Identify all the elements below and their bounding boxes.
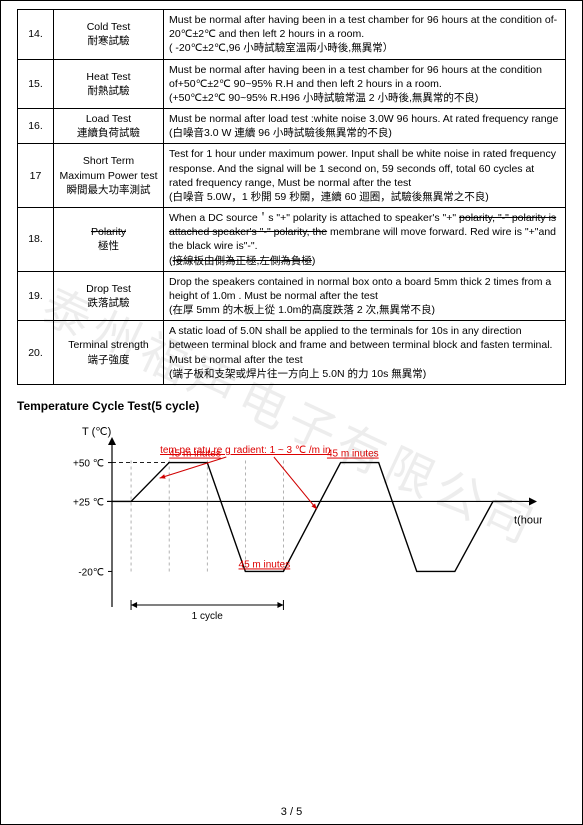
test-description: When a DC source＇s "+" polarity is attac…	[164, 208, 566, 272]
test-name: Drop Test跌落試驗	[54, 271, 164, 321]
test-description: A static load of 5.0N shall be applied t…	[164, 321, 566, 385]
svg-text:-20℃: -20℃	[78, 567, 104, 578]
test-name: Heat Test耐熱試驗	[54, 59, 164, 109]
svg-text:T (℃): T (℃)	[82, 426, 111, 438]
table-row: 19.Drop Test跌落試驗Drop the speakers contai…	[18, 271, 566, 321]
test-name: Cold Test耐寒試驗	[54, 10, 164, 60]
test-description: Must be normal after load test :white no…	[164, 109, 566, 144]
chart-caption: Temperature Cycle Test(5 cycle)	[17, 399, 566, 413]
svg-text:45 m inutes: 45 m inutes	[169, 449, 221, 460]
page: 泰州福声电子有限公司 14.Cold Test耐寒試驗Must be norma…	[0, 0, 583, 825]
row-number: 18.	[18, 208, 54, 272]
table-row: 18.Polarity極性When a DC source＇s "+" pola…	[18, 208, 566, 272]
temperature-cycle-chart: T (℃)t(hour)+50 ℃+25 ℃-20℃1 cycletem pe …	[42, 417, 542, 647]
content-area: 14.Cold Test耐寒試驗Must be normal after hav…	[17, 9, 566, 647]
table-row: 16.Load Test連續負荷試驗Must be normal after l…	[18, 109, 566, 144]
table-row: 17Short Term Maximum Power test瞬間最大功率測試T…	[18, 144, 566, 208]
row-number: 15.	[18, 59, 54, 109]
chart-container: T (℃)t(hour)+50 ℃+25 ℃-20℃1 cycletem pe …	[17, 417, 566, 647]
svg-text:1 cycle: 1 cycle	[191, 611, 223, 622]
svg-text:t(hour): t(hour)	[514, 514, 542, 526]
row-number: 19.	[18, 271, 54, 321]
test-name: Short Term Maximum Power test瞬間最大功率測試	[54, 144, 164, 208]
spec-table: 14.Cold Test耐寒試驗Must be normal after hav…	[17, 9, 566, 385]
test-name: Load Test連續負荷試驗	[54, 109, 164, 144]
test-description: Test for 1 hour under maximum power. Inp…	[164, 144, 566, 208]
test-description: Drop the speakers contained in normal bo…	[164, 271, 566, 321]
svg-text:45 m inutes: 45 m inutes	[238, 559, 290, 570]
svg-text:+50 ℃: +50 ℃	[73, 459, 104, 470]
test-name: Terminal strength端子強度	[54, 321, 164, 385]
row-number: 16.	[18, 109, 54, 144]
test-description: Must be normal after having been in a te…	[164, 10, 566, 60]
row-number: 14.	[18, 10, 54, 60]
test-name: Polarity極性	[54, 208, 164, 272]
page-footer: 3 / 5	[1, 806, 582, 818]
table-row: 20.Terminal strength端子強度A static load of…	[18, 321, 566, 385]
svg-text:+25 ℃: +25 ℃	[73, 497, 104, 508]
svg-text:45 m inutes: 45 m inutes	[326, 449, 378, 460]
row-number: 20.	[18, 321, 54, 385]
test-description: Must be normal after having been in a te…	[164, 59, 566, 109]
table-row: 15.Heat Test耐熱試驗Must be normal after hav…	[18, 59, 566, 109]
row-number: 17	[18, 144, 54, 208]
table-row: 14.Cold Test耐寒試驗Must be normal after hav…	[18, 10, 566, 60]
